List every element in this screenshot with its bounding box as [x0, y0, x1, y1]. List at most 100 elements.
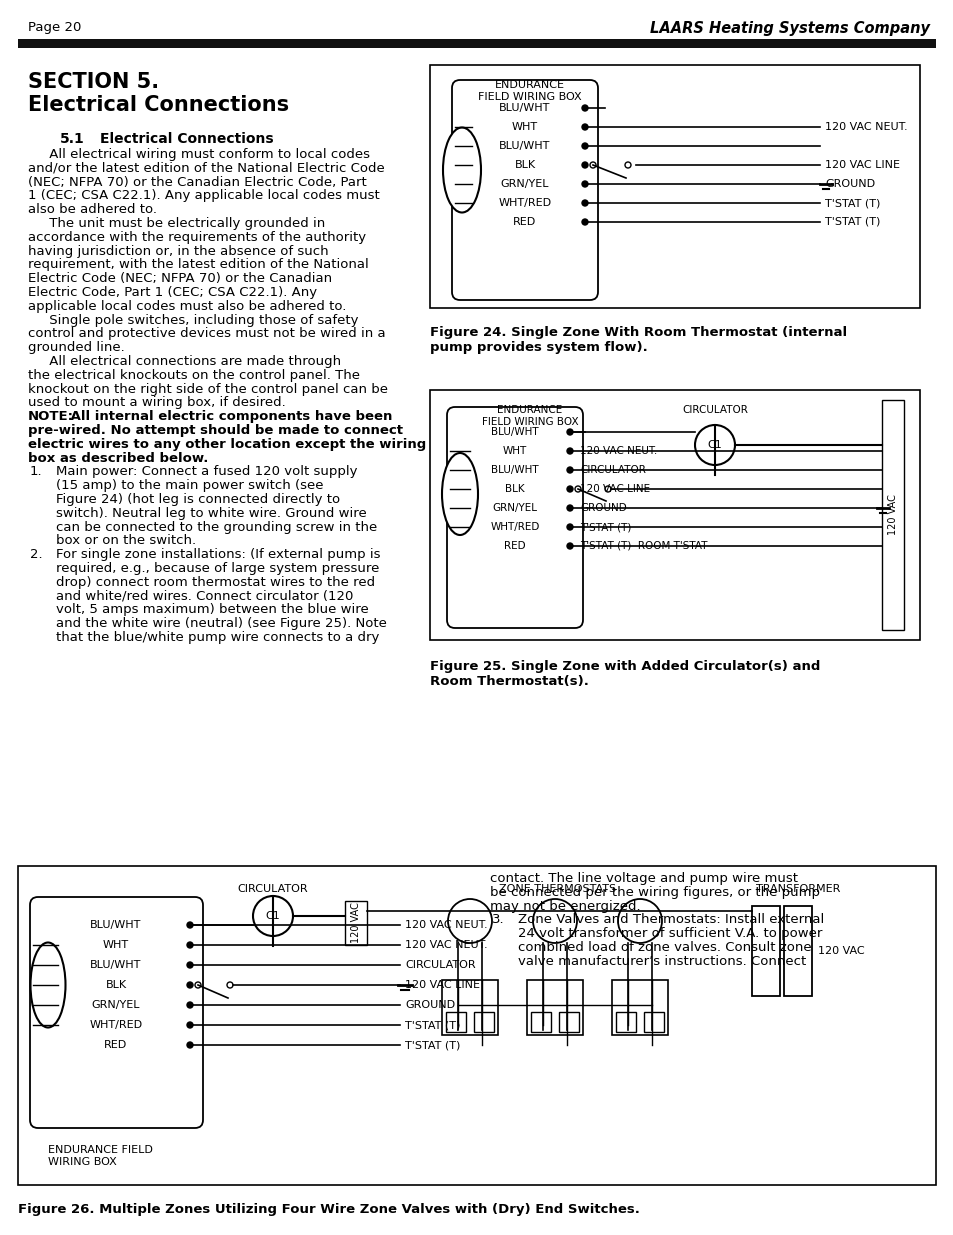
Text: 5.1: 5.1	[60, 132, 85, 146]
Text: 120 VAC: 120 VAC	[887, 494, 897, 536]
Text: C1: C1	[707, 440, 721, 450]
Text: be connected per the wiring figures, or the pump: be connected per the wiring figures, or …	[490, 885, 820, 899]
Text: accordance with the requirements of the authority: accordance with the requirements of the …	[28, 231, 366, 243]
Text: RED: RED	[104, 1040, 128, 1050]
Text: control and protective devices must not be wired in a: control and protective devices must not …	[28, 327, 385, 341]
Text: can be connected to the grounding screw in the: can be connected to the grounding screw …	[56, 521, 376, 534]
Bar	[643, 1011, 663, 1032]
Text: Electrical Connections: Electrical Connections	[100, 132, 274, 146]
Circle shape	[566, 543, 573, 550]
FancyBboxPatch shape	[30, 897, 203, 1128]
Text: GRN/YEL: GRN/YEL	[500, 179, 549, 189]
Text: T'STAT (T): T'STAT (T)	[405, 1040, 460, 1050]
Text: used to mount a wiring box, if desired.: used to mount a wiring box, if desired.	[28, 396, 286, 409]
Circle shape	[187, 1042, 193, 1049]
Ellipse shape	[442, 127, 480, 212]
Bar	[616, 1011, 636, 1032]
Text: TRANSFORMER: TRANSFORMER	[755, 884, 840, 894]
Text: NOTE:: NOTE:	[28, 410, 74, 424]
Text: box as described below.: box as described below.	[28, 452, 208, 464]
Bar	[526, 981, 582, 1035]
Text: For single zone installations: (If external pump is: For single zone installations: (If exter…	[56, 548, 380, 561]
Text: ENDURANCE: ENDURANCE	[497, 405, 562, 415]
Text: LAARS Heating Systems Company: LAARS Heating Systems Company	[649, 21, 929, 36]
Text: 3.: 3.	[492, 914, 504, 926]
Text: BLK: BLK	[514, 161, 535, 170]
Bar	[882, 400, 903, 630]
Text: Figure 26. Multiple Zones Utilizing Four Wire Zone Valves with (Dry) End Switche: Figure 26. Multiple Zones Utilizing Four…	[18, 1203, 639, 1216]
Text: BLK: BLK	[505, 484, 524, 494]
Text: grounded line.: grounded line.	[28, 341, 125, 354]
Text: Electric Code (NEC; NFPA 70) or the Canadian: Electric Code (NEC; NFPA 70) or the Cana…	[28, 272, 332, 285]
Text: Electrical Connections: Electrical Connections	[28, 95, 289, 115]
Text: WHT: WHT	[512, 122, 537, 132]
Circle shape	[448, 899, 492, 944]
Text: WHT: WHT	[103, 940, 129, 950]
Circle shape	[566, 487, 573, 492]
Text: and white/red wires. Connect circulator (120: and white/red wires. Connect circulator …	[56, 589, 353, 603]
Circle shape	[581, 124, 587, 130]
Text: BLU/WHT: BLU/WHT	[498, 141, 550, 151]
Bar	[612, 981, 667, 1035]
Text: and/or the latest edition of the National Electric Code: and/or the latest edition of the Nationa…	[28, 162, 384, 175]
Text: required, e.g., because of large system pressure: required, e.g., because of large system …	[56, 562, 379, 576]
Text: 1 (CEC; CSA C22.1). Any applicable local codes must: 1 (CEC; CSA C22.1). Any applicable local…	[28, 189, 379, 203]
Text: ZONE THERMOSTATS: ZONE THERMOSTATS	[499, 884, 616, 894]
Circle shape	[187, 1002, 193, 1008]
Text: that the blue/white pump wire connects to a dry: that the blue/white pump wire connects t…	[56, 631, 379, 643]
Bar	[558, 1011, 578, 1032]
Text: knockout on the right side of the control panel can be: knockout on the right side of the contro…	[28, 383, 388, 395]
Text: Page 20: Page 20	[28, 21, 81, 35]
Circle shape	[566, 524, 573, 530]
Text: FIELD WIRING BOX: FIELD WIRING BOX	[481, 417, 578, 427]
Circle shape	[187, 942, 193, 948]
Circle shape	[533, 899, 577, 944]
Bar	[474, 1011, 494, 1032]
Circle shape	[187, 923, 193, 927]
Bar	[446, 1011, 465, 1032]
Text: Figure 24) (hot leg is connected directly to: Figure 24) (hot leg is connected directl…	[56, 493, 340, 506]
Text: may not be energized.: may not be energized.	[490, 899, 640, 913]
Text: (15 amp) to the main power switch (see: (15 amp) to the main power switch (see	[56, 479, 323, 493]
Text: 120 VAC LINE: 120 VAC LINE	[824, 161, 899, 170]
Circle shape	[566, 448, 573, 454]
Bar	[18, 866, 935, 1186]
Text: RED: RED	[513, 217, 536, 227]
Text: requirement, with the latest edition of the National: requirement, with the latest edition of …	[28, 258, 369, 272]
Text: GROUND: GROUND	[824, 179, 874, 189]
Text: valve manufacturer’s instructions. Connect: valve manufacturer’s instructions. Conne…	[517, 955, 805, 968]
Text: box or on the switch.: box or on the switch.	[56, 535, 196, 547]
Bar	[441, 981, 497, 1035]
Text: 24 volt transformer of sufficient V.A. to power: 24 volt transformer of sufficient V.A. t…	[517, 927, 821, 940]
Circle shape	[187, 982, 193, 988]
Circle shape	[253, 897, 293, 936]
Text: contact. The line voltage and pump wire must: contact. The line voltage and pump wire …	[490, 872, 797, 885]
Text: T'STAT (T): T'STAT (T)	[824, 198, 880, 207]
Text: All internal electric components have been: All internal electric components have be…	[66, 410, 392, 424]
Text: 120 VAC NEUT.: 120 VAC NEUT.	[824, 122, 906, 132]
Text: drop) connect room thermostat wires to the red: drop) connect room thermostat wires to t…	[56, 576, 375, 589]
Circle shape	[581, 200, 587, 206]
Text: 120 VAC NEUT.: 120 VAC NEUT.	[579, 446, 657, 456]
Text: CIRCULATOR: CIRCULATOR	[237, 884, 308, 894]
Circle shape	[581, 219, 587, 225]
Text: CIRCULATOR: CIRCULATOR	[405, 960, 476, 969]
Text: Figure 24. Single Zone With Room Thermostat (internal
pump provides system flow): Figure 24. Single Zone With Room Thermos…	[430, 326, 846, 354]
Text: T'STAT (T)  ROOM T'STAT: T'STAT (T) ROOM T'STAT	[579, 541, 707, 551]
Text: ENDURANCE FIELD: ENDURANCE FIELD	[48, 1145, 152, 1155]
Text: (NEC; NFPA 70) or the Canadian Electric Code, Part: (NEC; NFPA 70) or the Canadian Electric …	[28, 175, 366, 189]
Bar	[430, 65, 919, 308]
Text: The unit must be electrically grounded in: The unit must be electrically grounded i…	[28, 217, 325, 230]
Text: 120 VAC: 120 VAC	[817, 946, 863, 956]
Text: T'STAT (T): T'STAT (T)	[579, 522, 631, 532]
Text: CIRCULATOR: CIRCULATOR	[681, 405, 747, 415]
Ellipse shape	[30, 942, 66, 1028]
Text: applicable local codes must also be adhered to.: applicable local codes must also be adhe…	[28, 300, 346, 312]
Ellipse shape	[441, 453, 477, 535]
Circle shape	[187, 1023, 193, 1028]
Text: the electrical knockouts on the control panel. The: the electrical knockouts on the control …	[28, 369, 359, 382]
Text: 1.: 1.	[30, 466, 43, 478]
Circle shape	[581, 182, 587, 186]
Text: GROUND: GROUND	[405, 1000, 455, 1010]
Text: T'STAT (T): T'STAT (T)	[405, 1020, 460, 1030]
